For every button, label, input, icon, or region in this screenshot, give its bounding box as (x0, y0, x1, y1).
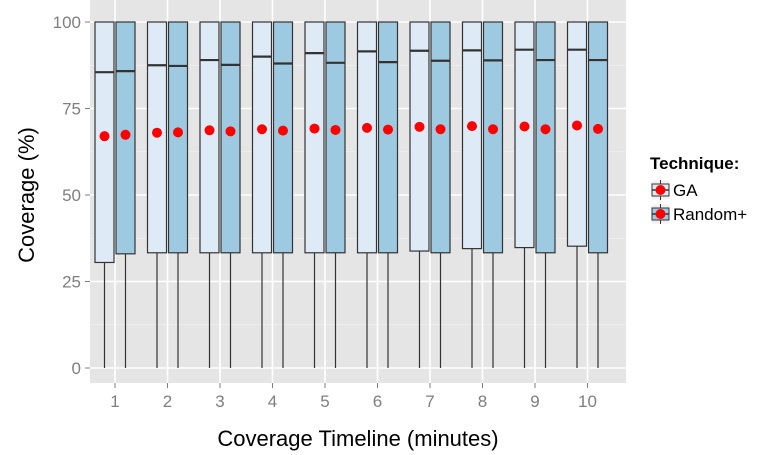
mean-point (152, 127, 162, 138)
mean-point (572, 120, 582, 131)
box-iqr (430, 21, 451, 254)
mean-point (519, 121, 530, 132)
mean-markers (99, 120, 603, 142)
box-ga-1 (94, 21, 115, 368)
box-ga-7 (409, 21, 430, 368)
x-tick-label: 3 (215, 392, 224, 411)
legend-key-mean (655, 209, 666, 219)
y-tick-label: 100 (53, 13, 81, 32)
box-iqr (535, 21, 556, 254)
legend: Technique: GA Random+ (650, 154, 747, 225)
x-axis-title: Coverage Timeline (minutes) (217, 426, 498, 451)
box-ga-10 (566, 21, 588, 368)
mean-point (435, 124, 446, 135)
legend-title: Technique: (650, 154, 739, 173)
mean-point (309, 123, 320, 134)
mean-point (99, 131, 110, 142)
boxplots (94, 21, 609, 368)
x-tick-label: 9 (530, 392, 539, 411)
box-random-3 (220, 21, 241, 368)
x-tick-label: 10 (578, 392, 597, 411)
y-tick-label: 75 (62, 100, 81, 119)
legend-label: Random+ (673, 205, 747, 224)
box-iqr (251, 21, 273, 254)
mean-point (120, 129, 131, 140)
mean-point (593, 123, 603, 134)
legend-item-random: Random+ (650, 203, 747, 225)
box-iqr (220, 21, 241, 254)
legend-item-ga: GA (650, 179, 698, 201)
box-ga-4 (251, 21, 273, 368)
mean-point (330, 124, 341, 135)
x-axis: 1 2 3 4 5 6 7 8 9 10 (110, 383, 597, 411)
box-iqr (587, 21, 609, 254)
box-iqr (356, 21, 378, 254)
box-iqr (514, 21, 535, 249)
box-iqr (272, 21, 294, 254)
mean-point (204, 125, 215, 136)
box-random-5 (325, 21, 346, 368)
mean-point (362, 122, 372, 133)
box-random-6 (377, 21, 399, 368)
box-iqr (482, 21, 504, 254)
box-iqr (304, 21, 325, 254)
mean-point (488, 124, 498, 135)
mean-point (414, 121, 425, 132)
y-tick-label: 0 (72, 359, 81, 378)
box-ga-5 (304, 21, 325, 368)
box-ga-8 (461, 21, 483, 368)
box-iqr (461, 21, 483, 250)
box-iqr (409, 21, 430, 252)
box-ga-3 (199, 21, 220, 368)
box-iqr (325, 21, 346, 254)
box-iqr (167, 21, 189, 254)
box-ga-9 (514, 21, 535, 368)
mean-point (173, 127, 183, 138)
box-iqr (199, 21, 220, 254)
x-tick-label: 6 (373, 392, 382, 411)
mean-point (540, 124, 551, 135)
legend-key-mean (655, 185, 666, 195)
box-random-8 (482, 21, 504, 368)
box-iqr (377, 21, 399, 254)
x-tick-label: 1 (110, 392, 119, 411)
mean-point (278, 125, 288, 136)
x-tick-label: 5 (320, 392, 329, 411)
mean-point (383, 124, 393, 135)
box-random-2 (167, 21, 189, 368)
y-tick-label: 50 (62, 186, 81, 205)
y-axis-title: Coverage (%) (14, 127, 39, 263)
mean-point (257, 124, 267, 135)
mean-point (225, 126, 236, 137)
box-iqr (94, 21, 115, 264)
box-ga-6 (356, 21, 378, 368)
x-tick-label: 4 (268, 392, 277, 411)
legend-label: GA (673, 181, 698, 200)
box-random-9 (535, 21, 556, 368)
box-random-7 (430, 21, 451, 368)
x-tick-label: 8 (478, 392, 487, 411)
x-tick-label: 2 (163, 392, 172, 411)
mean-point (467, 121, 477, 132)
y-tick-label: 25 (62, 273, 81, 292)
x-tick-label: 7 (425, 392, 434, 411)
box-random-10 (587, 21, 609, 368)
y-axis: 0 25 50 75 100 (53, 13, 90, 378)
box-iqr (566, 21, 588, 247)
box-random-4 (272, 21, 294, 368)
